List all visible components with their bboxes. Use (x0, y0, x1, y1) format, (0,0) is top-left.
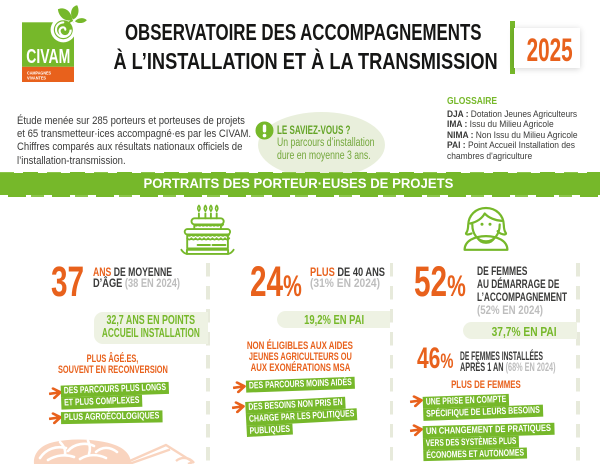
svg-text:CAMPAGNES: CAMPAGNES (27, 71, 51, 76)
svg-text:VIVANTES: VIVANTES (27, 76, 46, 81)
svg-text:CIVAM: CIVAM (26, 45, 70, 68)
